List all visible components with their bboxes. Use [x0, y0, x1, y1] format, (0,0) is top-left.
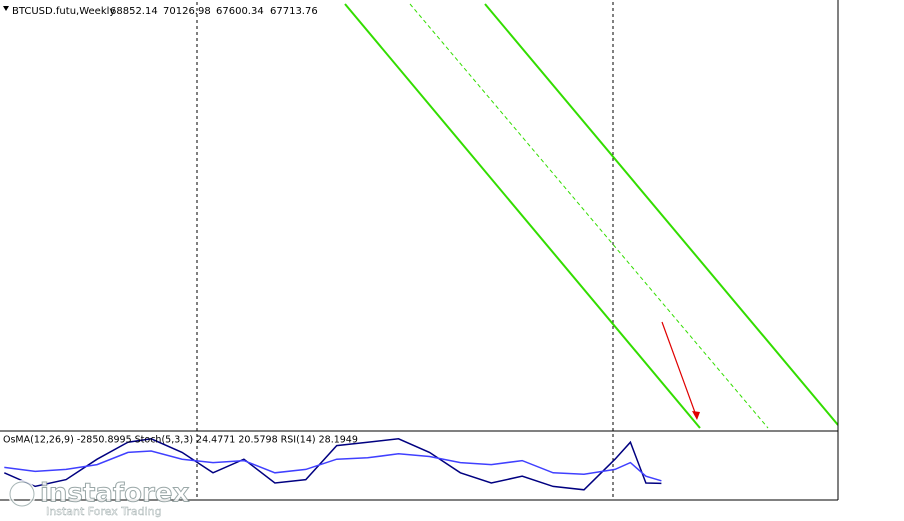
rsi-line	[4, 450, 662, 482]
open-value: 68852.14	[110, 6, 158, 17]
indicator-pane	[3, 438, 662, 491]
indicator-title: OsMA(12,26,9) -2850.8995 Stoch(5,3,3) 24…	[3, 435, 358, 446]
channel-line	[344, 3, 701, 429]
close-value: 67713.76	[270, 6, 318, 17]
high-value: 70126.98	[163, 6, 211, 17]
low-value: 67600.34	[216, 6, 264, 17]
watermark-brand: instaforex	[40, 479, 190, 509]
logo-mark	[9, 481, 35, 507]
watermark-tagline: Instant Forex Trading	[46, 505, 162, 518]
stoch-line	[3, 438, 662, 491]
arrow-head	[692, 411, 700, 420]
channel-midline	[409, 3, 769, 429]
symbol: BTCUSD.futu,Weekly	[12, 6, 115, 17]
watermark: instaforex Instant Forex Trading	[8, 478, 190, 518]
channel-line	[484, 3, 839, 426]
header: BTCUSD.futu,Weekly 68852.14 70126.98 676…	[3, 6, 318, 17]
header-icon	[3, 6, 9, 11]
price-axis-bg	[838, 0, 904, 521]
forecast-arrow	[661, 321, 698, 419]
